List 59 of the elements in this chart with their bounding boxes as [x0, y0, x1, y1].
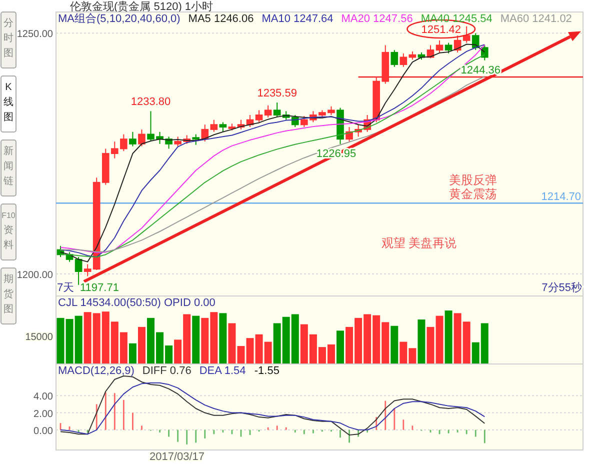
candlestick — [219, 122, 227, 132]
series-label: DEA 1.54 — [199, 365, 246, 377]
text: MA60 1241.02 — [500, 13, 572, 25]
text: K线图 — [4, 82, 14, 123]
candlestick — [192, 134, 200, 146]
candlestick — [255, 110, 263, 123]
chart-title: MACD(12,26,9) — [58, 365, 134, 377]
annotation: 1235.59 — [257, 88, 297, 100]
bar — [436, 316, 444, 364]
y-tick-label: 2.00 — [34, 408, 54, 420]
annotation: 1233.80 — [130, 96, 171, 108]
ref-line-label: 1214.70 — [541, 191, 581, 204]
annotation: -1.55 — [254, 365, 280, 377]
annotation: 7天 — [57, 282, 74, 294]
bar — [418, 320, 426, 364]
y-tick-label: 4.00 — [34, 392, 54, 403]
y-tick-label: 1250.00 — [16, 29, 54, 40]
bar — [128, 343, 136, 364]
annotation: 1244.36 — [460, 64, 501, 76]
text: 期货图 — [4, 273, 14, 315]
bar — [444, 310, 452, 364]
candlestick — [390, 50, 398, 68]
chart-title: CJL 14534.00(50:50) OPID 0.00 — [58, 297, 216, 309]
annotation: 1251.42 — [421, 24, 461, 36]
text: 2017/03/17 — [149, 451, 205, 463]
text: 15000 — [25, 332, 54, 343]
candlestick — [436, 40, 444, 53]
candlestick — [400, 52, 408, 68]
candlestick — [210, 119, 218, 132]
text: 7分55秒 — [542, 282, 582, 294]
candlestick — [84, 264, 92, 277]
y-tick-label: 1200.00 — [16, 270, 54, 281]
annotation: 观望 美盘再说 — [381, 236, 457, 250]
bar — [390, 326, 398, 364]
candlestick — [444, 42, 452, 54]
annotation: 1197.71 — [80, 282, 119, 294]
series-label: DIFF 0.76 — [142, 365, 192, 377]
bar — [426, 326, 434, 364]
candlestick — [273, 102, 281, 118]
candlestick — [264, 104, 272, 118]
bar — [219, 313, 227, 364]
chart-title: 伦敦金现(贵金属 5120) 1小时 — [70, 0, 214, 13]
bar — [138, 326, 146, 364]
bar — [192, 316, 200, 364]
annotation: 黄金震荡 — [449, 187, 497, 201]
annotation: 美股反弹 — [449, 173, 497, 187]
candlestick — [138, 128, 146, 147]
text: 分时图 — [4, 17, 14, 59]
candlestick — [74, 256, 82, 286]
text: F10资料 — [2, 211, 16, 251]
text: MA20 1247.56 — [341, 13, 413, 25]
candlestick — [129, 131, 136, 147]
y-tick-label: 0.00 — [34, 426, 54, 437]
text: MA10 1247.64 — [262, 13, 334, 25]
text: 新闻链 — [2, 145, 14, 187]
text: MA5 1246.06 — [188, 13, 254, 25]
legend-title: MA组合(5,10,20,40,60,0) — [58, 12, 180, 25]
candlestick — [462, 26, 470, 44]
bar — [336, 330, 344, 364]
